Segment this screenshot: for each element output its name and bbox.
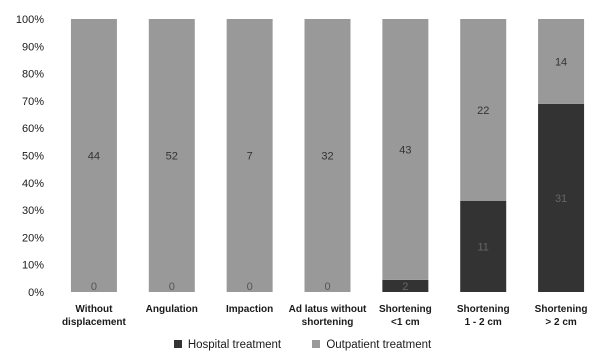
data-label: 32 bbox=[321, 151, 333, 163]
x-category-label: Shortening bbox=[535, 304, 588, 315]
legend: Hospital treatment Outpatient treatment bbox=[0, 339, 605, 351]
legend-label-outpatient: Outpatient treatment bbox=[326, 339, 432, 351]
y-tick-label: 50% bbox=[22, 151, 44, 163]
y-tick-label: 100% bbox=[16, 14, 44, 26]
bar-segment-outpatient bbox=[382, 19, 429, 280]
x-category-label: > 2 cm bbox=[545, 317, 577, 328]
y-tick-label: 80% bbox=[22, 69, 44, 81]
data-labels: 0 44 0 52 0 7 0 32 2 43 11 22 31 14 bbox=[88, 56, 567, 293]
x-category-label: Impaction bbox=[226, 304, 273, 315]
data-label: 7 bbox=[247, 151, 253, 163]
legend-swatch-outpatient bbox=[312, 340, 321, 348]
bar-segment-outpatient bbox=[460, 19, 507, 201]
bar-segment-outpatient bbox=[226, 19, 273, 292]
x-category-label: Shortening bbox=[379, 304, 432, 315]
x-category-label: 1 - 2 cm bbox=[465, 317, 502, 328]
y-tick-label: 60% bbox=[22, 123, 44, 135]
x-category-label: Ad latus without bbox=[289, 304, 367, 315]
data-label: 43 bbox=[399, 144, 411, 156]
bar-segment-hospital bbox=[382, 279, 429, 292]
data-label: 11 bbox=[478, 242, 489, 254]
x-category-label: Shortening bbox=[457, 304, 510, 315]
legend-label-hospital: Hospital treatment bbox=[187, 339, 282, 351]
x-category-label: Angulation bbox=[146, 304, 198, 315]
bar-segment-hospital bbox=[460, 201, 507, 292]
stacked-bar-chart: 0% 10% 20% 30% 40% 50% 60% 70% 80% 90% 100% 0 44 0 52… bbox=[16, 14, 588, 328]
data-label: 0 bbox=[91, 281, 97, 293]
data-label: 0 bbox=[247, 281, 253, 293]
data-label: 0 bbox=[169, 281, 175, 293]
x-category-label: displacement bbox=[62, 317, 127, 328]
bar-segment-outpatient bbox=[304, 19, 351, 292]
y-tick-label: 10% bbox=[22, 260, 44, 272]
y-tick-label: 40% bbox=[22, 178, 44, 190]
data-label: 31 bbox=[555, 193, 567, 205]
bar-segment-outpatient bbox=[148, 19, 195, 292]
y-tick-label: 30% bbox=[22, 205, 44, 217]
legend-swatch-hospital bbox=[173, 340, 182, 348]
data-label: 44 bbox=[88, 151, 100, 163]
data-label: 22 bbox=[477, 105, 489, 117]
data-label: 0 bbox=[324, 281, 330, 293]
y-tick-label: 20% bbox=[22, 232, 44, 244]
x-category-label: <1 cm bbox=[391, 317, 420, 328]
bar-segment-outpatient bbox=[538, 19, 585, 104]
data-label: 2 bbox=[402, 281, 408, 293]
y-tick-label: 90% bbox=[22, 41, 44, 53]
data-label: 52 bbox=[166, 151, 178, 163]
y-axis: 0% 10% 20% 30% 40% 50% 60% 70% 80% 90% 100% bbox=[16, 14, 44, 299]
x-axis: Without displacement Angulation Impaction Ad… bbox=[62, 304, 587, 328]
legend-item-outpatient: Outpatient treatment bbox=[312, 339, 431, 351]
y-tick-label: 0% bbox=[28, 287, 44, 299]
data-label: 14 bbox=[555, 56, 567, 68]
x-category-label: Without bbox=[75, 304, 113, 315]
legend-item-hospital: Hospital treatment bbox=[173, 339, 282, 351]
bar-segment-hospital bbox=[538, 103, 585, 292]
bars bbox=[70, 19, 585, 292]
bar-segment-outpatient bbox=[70, 19, 117, 292]
y-tick-label: 70% bbox=[22, 96, 44, 108]
x-category-label: shortening bbox=[302, 317, 354, 328]
